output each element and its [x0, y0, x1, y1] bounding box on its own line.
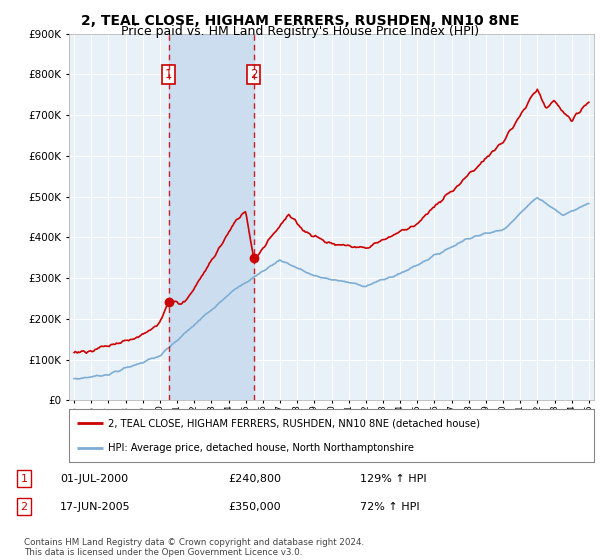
Text: Price paid vs. HM Land Registry's House Price Index (HPI): Price paid vs. HM Land Registry's House … [121, 25, 479, 38]
Text: 17-JUN-2005: 17-JUN-2005 [60, 502, 131, 512]
Text: 1: 1 [20, 474, 28, 484]
Text: 2: 2 [250, 68, 257, 81]
Text: 2, TEAL CLOSE, HIGHAM FERRERS, RUSHDEN, NN10 8NE (detached house): 2, TEAL CLOSE, HIGHAM FERRERS, RUSHDEN, … [109, 418, 481, 428]
Bar [169, 34, 254, 400]
Text: 2, TEAL CLOSE, HIGHAM FERRERS, RUSHDEN, NN10 8NE: 2, TEAL CLOSE, HIGHAM FERRERS, RUSHDEN, … [81, 14, 519, 28]
Text: 2: 2 [20, 502, 28, 512]
Text: 72% ↑ HPI: 72% ↑ HPI [360, 502, 419, 512]
Text: £240,800: £240,800 [228, 474, 281, 484]
Text: £350,000: £350,000 [228, 502, 281, 512]
Text: 01-JUL-2000: 01-JUL-2000 [60, 474, 128, 484]
Text: Contains HM Land Registry data © Crown copyright and database right 2024.
This d: Contains HM Land Registry data © Crown c… [24, 538, 364, 557]
Text: 1: 1 [165, 68, 172, 81]
Text: 129% ↑ HPI: 129% ↑ HPI [360, 474, 427, 484]
Text: HPI: Average price, detached house, North Northamptonshire: HPI: Average price, detached house, Nort… [109, 442, 415, 452]
